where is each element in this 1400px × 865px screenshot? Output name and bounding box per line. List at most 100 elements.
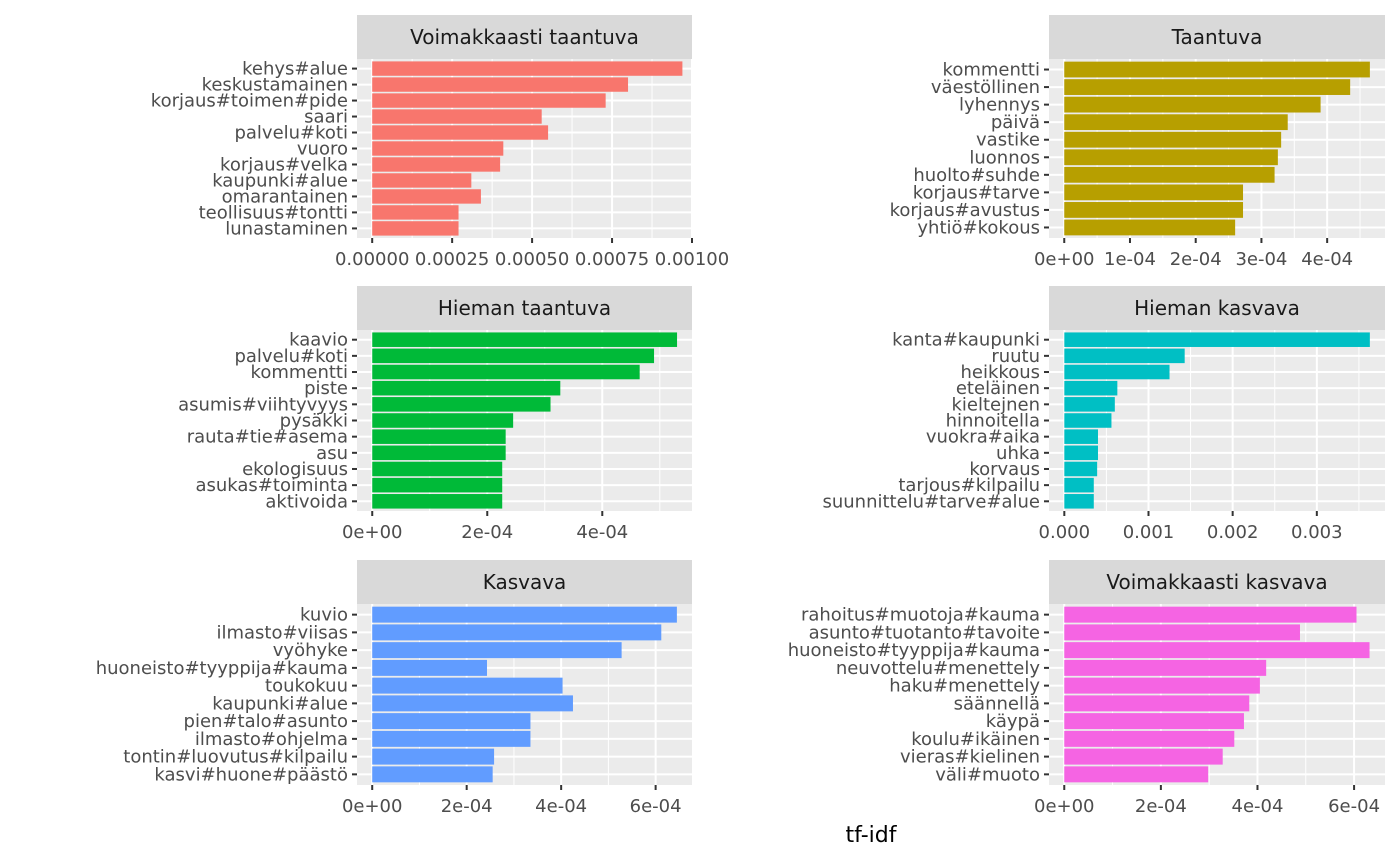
x-tick-label: 4e-04 <box>1301 249 1353 270</box>
category-label: huoneisto#tyyppija#kauma <box>96 658 348 679</box>
x-tick-label: 0.001 <box>1123 522 1175 543</box>
bar <box>1064 445 1098 461</box>
bar <box>1064 219 1236 236</box>
category-label: vastike <box>976 130 1040 151</box>
bar <box>1064 677 1260 694</box>
category-label: vieras#kielinen <box>900 747 1040 768</box>
bar <box>372 766 493 783</box>
category-label: korjaus#tarve <box>913 182 1040 203</box>
bar <box>1064 713 1244 730</box>
category-label: neuvottelu#menettely <box>836 658 1041 679</box>
category-label: kanta#kaupunki <box>892 330 1040 351</box>
bar <box>372 677 563 694</box>
bar <box>372 748 495 765</box>
bar <box>372 429 506 444</box>
x-tick-label: 0.00025 <box>415 249 489 270</box>
facet-strip <box>1049 286 1385 330</box>
bar <box>1064 202 1244 218</box>
category-label: keskustamainen <box>202 75 348 96</box>
category-label: koulu#ikäinen <box>911 729 1040 750</box>
bar <box>1064 166 1275 183</box>
category-label: aktivoida <box>265 491 348 512</box>
x-tick-label: 2e-04 <box>1170 249 1222 270</box>
bar <box>372 157 501 172</box>
category-label: väestöllinen <box>931 77 1040 98</box>
x-tick-label: 0.00000 <box>335 249 409 270</box>
category-label: omarantainen <box>222 186 348 207</box>
category-label: suunnittelu#tarve#alue <box>822 491 1040 512</box>
category-label: pysäkki <box>280 411 348 432</box>
bar <box>1064 477 1094 493</box>
bar <box>1064 624 1300 641</box>
x-tick-label: 2e-04 <box>441 796 493 817</box>
bar <box>1064 606 1357 623</box>
facet-strip <box>1049 15 1385 59</box>
category-label: asukas#toiminta <box>195 475 348 496</box>
category-label: korjaus#velka <box>220 154 348 175</box>
bar <box>372 624 662 641</box>
category-label: vyöhyke <box>273 640 348 661</box>
bar <box>372 109 542 124</box>
bar <box>372 413 514 428</box>
bar <box>1064 642 1370 659</box>
bar <box>1064 413 1112 428</box>
bar <box>1064 96 1321 113</box>
category-label: saari <box>304 107 348 128</box>
bar <box>372 713 531 730</box>
facet-panel: Voimakkaasti kasvava rahoitus#muotoja#kau… <box>788 560 1385 817</box>
facet-panel: Kasvava kuvioilmasto#viisasvyöhykehuoneis… <box>96 560 692 817</box>
facet-strip <box>357 560 692 604</box>
category-label: teollisuus#tontti <box>199 202 348 223</box>
bar <box>372 606 677 623</box>
x-tick-label: 6e-04 <box>630 796 682 817</box>
facet-strip <box>357 15 692 59</box>
bar <box>372 445 506 461</box>
category-label: lunastaminen <box>225 218 348 239</box>
x-tick-label: 4e-04 <box>576 522 628 543</box>
x-tick-label: 0.00075 <box>575 249 649 270</box>
bar <box>1064 184 1244 201</box>
x-tick-label: 2e-04 <box>461 522 513 543</box>
x-tick-label: 0e+00 <box>342 522 403 543</box>
category-label: kasvi#huone#päästö <box>154 764 348 785</box>
category-label: tarjous#kilpailu <box>898 475 1040 496</box>
bar <box>372 205 459 220</box>
bar <box>1064 131 1282 148</box>
category-label: yhtiö#kokous <box>917 217 1040 238</box>
category-label: hinnoitella <box>946 411 1040 432</box>
facet-panel: Hieman taantuva kaaviopalvelu#kotikomment… <box>178 286 692 543</box>
category-label: kuvio <box>300 605 348 626</box>
bar <box>372 730 531 747</box>
category-label: kaupunki#alue <box>212 170 348 191</box>
category-label: eteläinen <box>956 378 1040 399</box>
category-label: ekologisuus <box>242 459 348 480</box>
category-label: korjaus#avustus <box>890 200 1040 221</box>
bar <box>1064 149 1278 166</box>
category-label: asumis#viihtyvyys <box>178 394 348 415</box>
bar <box>1064 364 1170 380</box>
bar <box>372 461 503 477</box>
facet-title: Voimakkaasti kasvava <box>1106 570 1327 594</box>
bar <box>372 364 640 380</box>
category-label: ilmasto#viisas <box>216 622 348 643</box>
bar <box>372 397 551 412</box>
category-label: kommentti <box>251 362 348 383</box>
bar <box>1064 730 1235 747</box>
x-tick-label: 0.000 <box>1039 522 1091 543</box>
bar <box>372 173 472 188</box>
category-label: lyhennys <box>959 95 1040 116</box>
x-tick-label: 0e+00 <box>1034 796 1095 817</box>
category-label: vuokra#aika <box>926 427 1040 448</box>
category-label: käypä <box>986 711 1040 732</box>
x-tick-label: 0.002 <box>1207 522 1259 543</box>
category-label: pien#talo#asunto <box>184 711 348 732</box>
x-tick-label: 4e-04 <box>1232 796 1284 817</box>
x-tick-label: 0.00100 <box>655 249 729 270</box>
category-label: kaupunki#alue <box>212 693 348 714</box>
category-label: luonnos <box>969 147 1040 168</box>
category-label: korjaus#toimen#pide <box>151 91 348 112</box>
bar <box>1064 766 1209 783</box>
x-tick-label: 4e-04 <box>535 796 587 817</box>
category-label: rahoitus#muotoja#kauma <box>801 605 1040 626</box>
